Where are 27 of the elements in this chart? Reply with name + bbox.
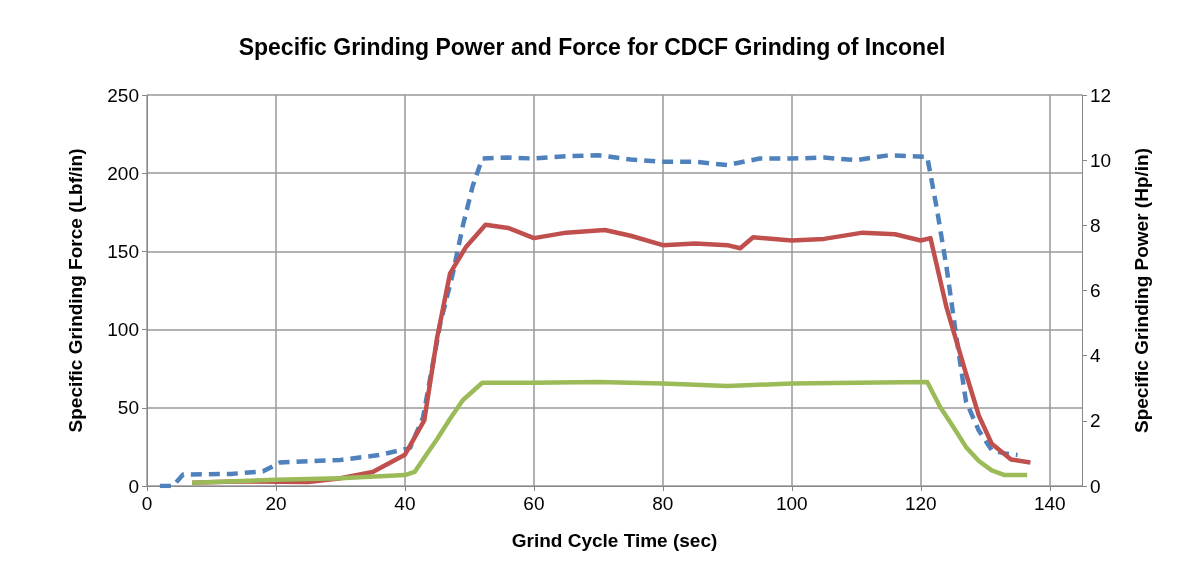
line-series <box>189 379 1030 486</box>
y-tick-label: 50 <box>117 397 139 419</box>
y2-tick-label: 2 <box>1090 410 1101 432</box>
y2-tick-label: 4 <box>1090 345 1101 367</box>
x-tick-label: 80 <box>652 493 674 514</box>
x-tick-label: 0 <box>141 493 153 514</box>
y2-tick-label: 10 <box>1090 149 1112 171</box>
x-tick-label: 100 <box>775 493 808 514</box>
x-axis-title: Grind Cycle Time (sec) <box>511 530 718 551</box>
y2-tick-label: 6 <box>1090 280 1101 301</box>
y-tick-label: 150 <box>107 240 139 262</box>
y2-tick-label: 12 <box>1090 84 1112 106</box>
y2-axis-title: Specific Grinding Power (Hp/in) <box>1131 147 1152 434</box>
x-tick-label: 140 <box>1033 493 1066 514</box>
x-tick-label: 120 <box>904 493 937 514</box>
y-tick-label: 100 <box>107 319 139 341</box>
x-tick-label: 60 <box>523 493 545 514</box>
y-tick-label: 250 <box>107 84 139 106</box>
line-series <box>157 153 1020 489</box>
y2-tick-label: 8 <box>1090 214 1101 236</box>
y2-tick-label: 0 <box>1090 475 1101 497</box>
x-tick-label: 40 <box>394 493 416 514</box>
y-axis-title: Specific Grinding Force (Lbf/in) <box>65 148 86 433</box>
y-tick-label: 200 <box>107 162 139 184</box>
y-tick-label: 0 <box>128 475 139 497</box>
x-tick-label: 20 <box>265 493 287 514</box>
chart-title: Specific Grinding Power and Force for CDCF Grinding of Inconel <box>238 33 946 60</box>
